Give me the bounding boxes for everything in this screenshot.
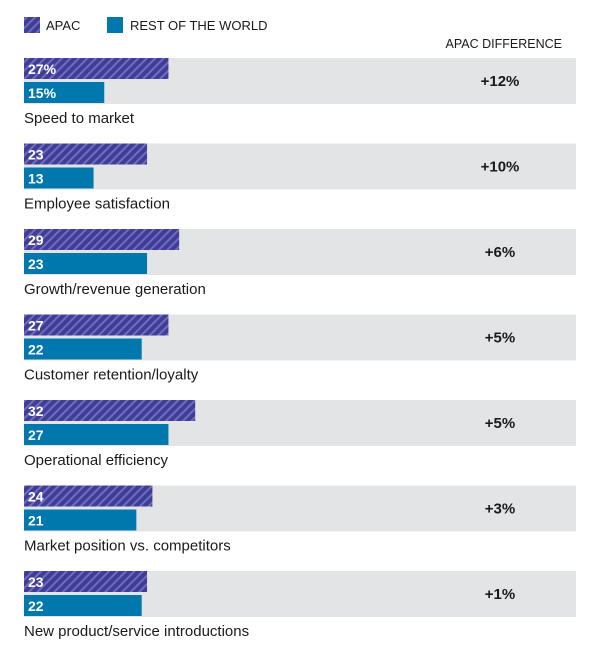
category-label: Employee satisfaction [24,196,170,213]
chart-rows: 27% 15% +12% Speed to market 23 13 +10% Employe… [24,58,576,640]
value-label-row: 27 [28,427,44,443]
value-label-row: 13 [28,171,44,187]
bar-apac [24,400,196,421]
value-label-row: 15% [28,85,57,101]
bar-apac [24,571,148,592]
value-label-apac: 27% [28,61,57,77]
bar-apac [24,485,153,507]
value-label-apac: 27 [28,318,44,334]
difference-value: +1% [485,586,515,603]
value-label-apac: 32 [28,403,44,419]
category-label: Operational efficiency [24,452,168,469]
bar-row [24,424,169,445]
value-label-row: 23 [28,256,44,272]
bar-row [24,338,142,360]
difference-value: +10% [481,159,520,176]
bar-row [24,167,94,189]
difference-value: +5% [485,330,515,347]
bar-row [24,595,142,616]
bar-row [24,253,148,274]
value-label-row: 22 [28,342,44,358]
legend-swatch-apac [24,17,40,33]
value-label-apac: 23 [28,147,44,163]
bar-apac [24,229,180,250]
value-label-apac: 29 [28,232,44,248]
bar-row [24,82,105,103]
difference-value: +6% [485,244,515,261]
value-label-apac: 23 [28,574,44,590]
category-label: Speed to market [24,110,135,127]
bar-apac [24,143,148,165]
value-label-row: 22 [28,598,44,614]
legend-label-apac: APAC [46,18,80,33]
legend-swatch-row [107,17,123,33]
difference-value: +12% [481,73,520,90]
value-label-row: 21 [28,513,44,529]
category-label: Market position vs. competitors [24,538,231,555]
difference-column-header: APAC DIFFERENCE [446,37,562,51]
bar-apac [24,314,169,336]
bar-apac [24,58,169,79]
bar-row [24,509,137,531]
category-label: Growth/revenue generation [24,281,206,298]
category-label: New product/service introductions [24,623,249,640]
value-label-apac: 24 [28,489,44,505]
difference-value: +5% [485,415,515,432]
category-label: Customer retention/loyalty [24,367,199,384]
legend: APAC REST OF THE WORLD [24,17,267,33]
difference-value: +3% [485,501,515,518]
legend-label-row: REST OF THE WORLD [130,18,267,33]
